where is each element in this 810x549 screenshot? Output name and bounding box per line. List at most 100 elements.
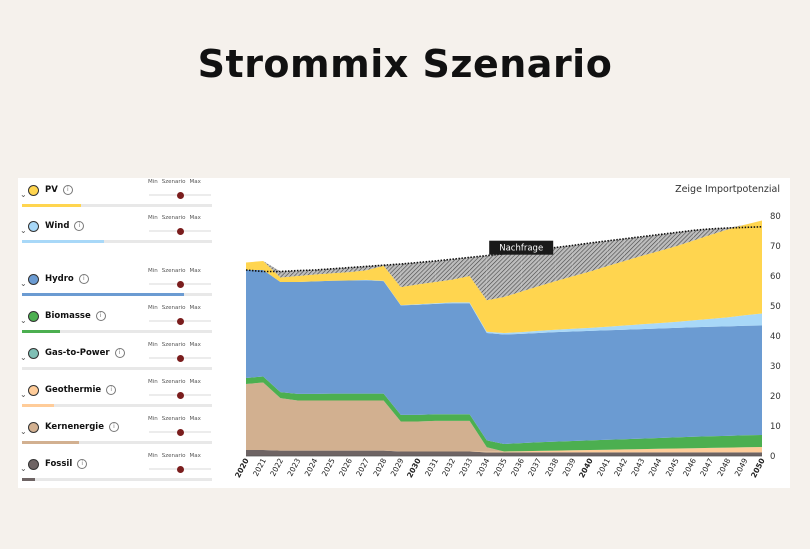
x-tick-label: 2023	[285, 457, 302, 478]
import-potential-toggle[interactable]: Zeige Importpotenzial	[675, 184, 780, 195]
x-tick-label: 2050	[749, 457, 767, 480]
y-tick-label: 20	[770, 392, 781, 402]
kernenergie-scenario-slider[interactable]	[149, 428, 211, 436]
x-tick-label: 2043	[629, 457, 646, 478]
share-bar-fill	[22, 293, 184, 296]
tech-row-kernenergie: ⌄ Kernenergie i Min Szenario Max	[18, 415, 215, 449]
info-icon[interactable]: i	[62, 185, 73, 195]
chevron-down-icon[interactable]: ⌄	[20, 279, 27, 288]
import-gap-segment	[658, 232, 676, 252]
slider-knob[interactable]	[176, 428, 184, 436]
tech-row-biomasse: ⌄ Biomasse i Min Szenario Max	[18, 304, 215, 338]
slider-scale-labels: Min Szenario Max	[148, 215, 205, 221]
chevron-down-icon[interactable]: ⌄	[20, 464, 27, 473]
x-tick-label: 2047	[698, 457, 715, 478]
fossil-share-bar	[22, 478, 212, 481]
slider-scale-labels: Min Szenario Max	[148, 453, 205, 459]
import-gap-segment	[607, 238, 625, 267]
import-gap-segment	[297, 270, 315, 276]
x-tick-label: 2038	[543, 457, 560, 478]
chevron-down-icon[interactable]: ⌄	[20, 226, 27, 235]
info-icon[interactable]: i	[108, 422, 119, 432]
slider-scenario-label: Szenario	[161, 179, 186, 185]
x-tick-label: 2028	[371, 457, 388, 478]
tech-row-hydro: ⌄ Hydro i Min Szenario Max	[18, 267, 215, 301]
import-gap-segment	[469, 255, 487, 301]
fossil-scenario-slider[interactable]	[149, 465, 211, 473]
biomasse-color-dot	[28, 311, 39, 322]
slider-max-label: Max	[189, 305, 201, 311]
import-gap-segment	[400, 262, 418, 288]
chevron-down-icon[interactable]: ⌄	[20, 390, 27, 399]
biomasse-scenario-slider[interactable]	[149, 317, 211, 325]
hydro-share-bar	[22, 293, 212, 296]
x-tick-label: 2045	[664, 457, 681, 478]
slider-knob[interactable]	[176, 227, 184, 235]
pv-scenario-slider[interactable]	[149, 191, 211, 199]
x-tick-label: 2049	[733, 457, 750, 478]
pv-share-bar	[22, 204, 212, 207]
slider-min-label: Min	[148, 179, 158, 185]
slider-scenario-label: Szenario	[161, 453, 186, 459]
share-bar-fill	[22, 441, 79, 444]
info-icon[interactable]: i	[77, 459, 88, 469]
import-gap-segment	[435, 259, 453, 282]
hydro-scenario-slider[interactable]	[149, 280, 211, 288]
chevron-down-icon[interactable]: ⌄	[20, 316, 27, 325]
slider-knob[interactable]	[176, 280, 184, 288]
wind-scenario-slider[interactable]	[149, 227, 211, 235]
slider-max-label: Max	[189, 379, 201, 385]
slider-knob[interactable]	[176, 465, 184, 473]
demand-callout-label: Nachfrage	[499, 244, 543, 254]
tech-row-fossil: ⌄ Fossil i Min Szenario Max	[18, 452, 215, 486]
import-gap-segment	[624, 236, 642, 261]
x-tick-label: 2044	[647, 457, 664, 478]
area-kernenergie	[246, 382, 762, 452]
chevron-down-icon[interactable]: ⌄	[20, 353, 27, 362]
x-tick-label: 2026	[337, 457, 354, 478]
x-tick-label: 2024	[303, 457, 320, 478]
geothermie-scenario-slider[interactable]	[149, 391, 211, 399]
import-gap-segment	[572, 243, 590, 277]
chevron-down-icon[interactable]: ⌄	[20, 427, 27, 436]
biomasse-share-bar	[22, 330, 212, 333]
y-tick-label: 30	[770, 362, 781, 372]
slider-min-label: Min	[148, 305, 158, 311]
slider-scale-labels: Min Szenario Max	[148, 305, 205, 311]
gas-to-power-scenario-slider[interactable]	[149, 354, 211, 362]
fossil-color-dot	[28, 459, 39, 470]
gas-to-power-color-dot	[28, 348, 39, 359]
slider-knob[interactable]	[176, 317, 184, 325]
info-icon[interactable]: i	[78, 274, 89, 284]
area-pv	[246, 220, 762, 333]
import-gap-segment	[521, 249, 539, 292]
x-tick-label: 2035	[492, 457, 509, 478]
slider-min-label: Min	[148, 416, 158, 422]
tech-row-wind: ⌄ Wind i Min Szenario Max	[18, 214, 215, 248]
pv-color-dot	[28, 185, 39, 196]
info-icon[interactable]: i	[106, 385, 117, 395]
x-tick-label: 2046	[681, 457, 698, 478]
kernenergie-share-bar	[22, 441, 212, 444]
x-tick-label: 2025	[320, 457, 337, 478]
x-tick-label: 2033	[457, 457, 474, 478]
slider-knob[interactable]	[176, 191, 184, 199]
info-icon[interactable]: i	[74, 221, 85, 231]
slider-max-label: Max	[189, 179, 201, 185]
slider-max-label: Max	[189, 342, 201, 348]
slider-max-label: Max	[189, 416, 201, 422]
slider-knob[interactable]	[176, 391, 184, 399]
info-icon[interactable]: i	[114, 348, 125, 358]
y-tick-label: 0	[770, 452, 775, 462]
tech-label: Fossil i	[45, 459, 88, 469]
slider-knob[interactable]	[176, 354, 184, 362]
demand-callout: Nachfrage	[489, 240, 554, 255]
slider-max-label: Max	[189, 453, 201, 459]
x-tick-label: 2020	[233, 457, 251, 480]
import-gap-segment	[486, 253, 504, 301]
chevron-down-icon[interactable]: ⌄	[20, 190, 27, 199]
slider-scenario-label: Szenario	[161, 305, 186, 311]
slider-scenario-label: Szenario	[161, 215, 186, 221]
import-gap-segment	[538, 247, 556, 287]
info-icon[interactable]: i	[95, 311, 106, 321]
